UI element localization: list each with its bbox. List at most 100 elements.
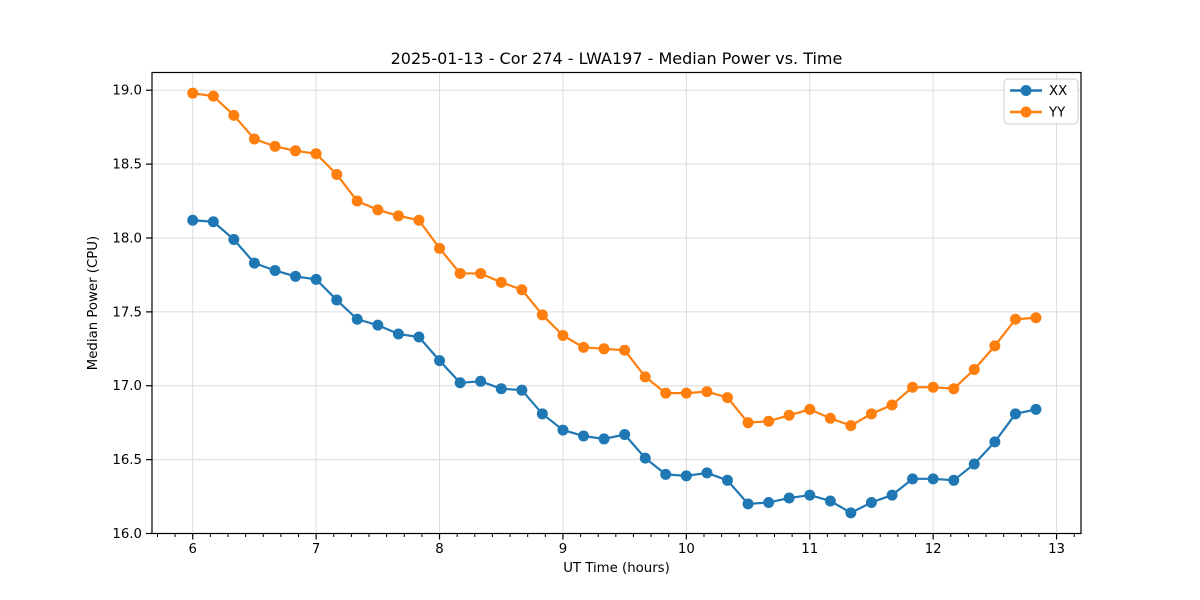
series-YY-point (701, 386, 713, 398)
legend-marker-YY (1020, 106, 1032, 118)
series-XX-point (536, 408, 548, 420)
series-YY-point (536, 309, 548, 321)
series-YY-point (495, 276, 507, 288)
series-YY-point (434, 242, 446, 254)
series-YY-point (413, 214, 425, 226)
series-YY-point (516, 284, 528, 296)
series-YY-point (804, 403, 816, 415)
series-YY-point (824, 412, 836, 424)
series-YY-point (968, 363, 980, 375)
y-tick-label: 17.0 (112, 379, 142, 394)
x-axis-label: UT Time (hours) (563, 561, 670, 576)
series-YY-point (660, 387, 672, 399)
series-YY-point (948, 383, 960, 395)
series-XX-point (845, 507, 857, 519)
series-XX-point (660, 468, 672, 480)
series-YY-point (619, 344, 631, 356)
x-axis: 6 7 8 9 10 11 12 13 (156, 533, 1075, 557)
series-YY-point (1009, 313, 1021, 325)
y-tick-label: 16.5 (112, 453, 142, 468)
series-XX-point (475, 375, 487, 387)
series-YY-point (989, 340, 1001, 352)
series-XX-point (948, 474, 960, 486)
series-YY-point (372, 204, 384, 216)
series-XX-point (701, 467, 713, 479)
series-XX-point (968, 458, 980, 470)
series-YY-point (886, 399, 898, 411)
series-XX-point (680, 470, 692, 482)
y-axis: 16.0 16.5 17.0 17.5 18.0 18.5 19.0 (112, 84, 152, 542)
axes-frame (151, 71, 1082, 535)
series-XX-line (191, 219, 1038, 514)
series-XX-point (1030, 403, 1042, 415)
series-YY-point (310, 148, 322, 160)
series-YY-point (248, 133, 260, 145)
series-YY-point (721, 392, 733, 404)
x-tick-label: 9 (559, 542, 567, 557)
series-XX-point (248, 257, 260, 269)
series-XX-point (392, 328, 404, 340)
y-tick-label: 19.0 (112, 84, 142, 99)
series-YY-line (191, 92, 1038, 427)
series-YY-point (1030, 312, 1042, 324)
series-YY-point (763, 415, 775, 427)
series-XX-point (331, 294, 343, 306)
series-YY-point (557, 330, 569, 342)
series-XX-point (310, 273, 322, 285)
legend-marker-XX (1020, 85, 1032, 96)
legend-label-YY: YY (1048, 106, 1066, 121)
series-XX-point (824, 495, 836, 507)
series-YY-point (578, 341, 590, 353)
series-XX-point (763, 496, 775, 508)
x-tick-label: 13 (1048, 542, 1065, 557)
x-tick-label: 11 (801, 542, 818, 557)
series-YY-point (475, 267, 487, 279)
legend-label-XX: XX (1049, 84, 1067, 99)
x-tick-label: 8 (435, 542, 443, 557)
chart-title: 2025-01-13 - Cor 274 - LWA197 - Median P… (391, 49, 843, 68)
series-XX-point (907, 473, 919, 485)
series-YY-point (331, 168, 343, 180)
series-XX-point (516, 384, 528, 396)
series-XX-point (783, 492, 795, 504)
y-tick-label: 18.5 (112, 158, 142, 173)
series-XX-point (269, 264, 281, 276)
y-tick-label: 18.0 (112, 231, 142, 246)
series-XX-point (372, 319, 384, 331)
series-XX-point (742, 498, 754, 510)
series-XX-point (721, 474, 733, 486)
series-XX-point (989, 436, 1001, 448)
series-XX-point (434, 355, 446, 367)
series-XX-point (865, 496, 877, 508)
y-tick-label: 17.5 (112, 305, 142, 320)
legend: XX YY (1003, 78, 1079, 125)
series-YY-point (639, 371, 651, 383)
series-XX-point (290, 270, 302, 282)
x-tick-label: 6 (188, 542, 196, 557)
series-YY-point (845, 420, 857, 432)
series-XX-point (927, 473, 939, 485)
series-XX-point (598, 433, 610, 445)
series-YY-point (290, 145, 302, 157)
series-XX-point (413, 331, 425, 343)
series-XX-point (351, 313, 363, 325)
series-YY-point (392, 210, 404, 222)
series-XX-point (619, 429, 631, 441)
series-XX-point (578, 430, 590, 442)
series-YY-point (187, 87, 199, 99)
series-YY-point (907, 381, 919, 393)
series-YY-point (598, 343, 610, 355)
series-XX-point (187, 214, 199, 226)
series-YY-point (865, 408, 877, 420)
series-XX-point (1009, 408, 1021, 420)
series-XX-point (207, 216, 219, 228)
series-YY-point (351, 195, 363, 207)
grid (152, 72, 1081, 534)
series-XX-point (454, 377, 466, 389)
series-YY-point (783, 409, 795, 421)
series-XX-point (639, 452, 651, 464)
x-tick-label: 10 (678, 542, 695, 557)
series-YY-point (742, 417, 754, 429)
